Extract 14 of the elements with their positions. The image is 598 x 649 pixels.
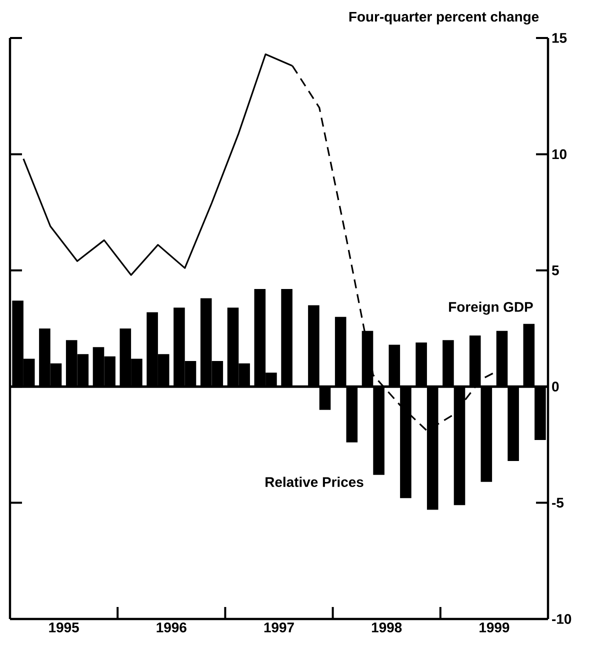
y-tick-label: 5 (552, 266, 559, 276)
x-tick-label: 1999 (480, 622, 510, 632)
x-tick-label: 1995 (49, 622, 79, 632)
series-label: Relative Prices (266, 476, 364, 488)
chart-title: Four-quarter percent change (349, 11, 539, 24)
y-tick-label: 0 (552, 382, 559, 392)
y-tick-label: 10 (552, 149, 566, 160)
x-tick-label: 1997 (264, 622, 294, 632)
x-tick-label: 1996 (156, 622, 186, 632)
y-tick-label: -10 (552, 614, 572, 624)
series-label: Foreign GDP (449, 302, 533, 315)
x-tick-label: 1998 (372, 622, 402, 632)
y-tick-label: -5 (552, 498, 564, 508)
y-tick-label: 15 (552, 33, 567, 43)
